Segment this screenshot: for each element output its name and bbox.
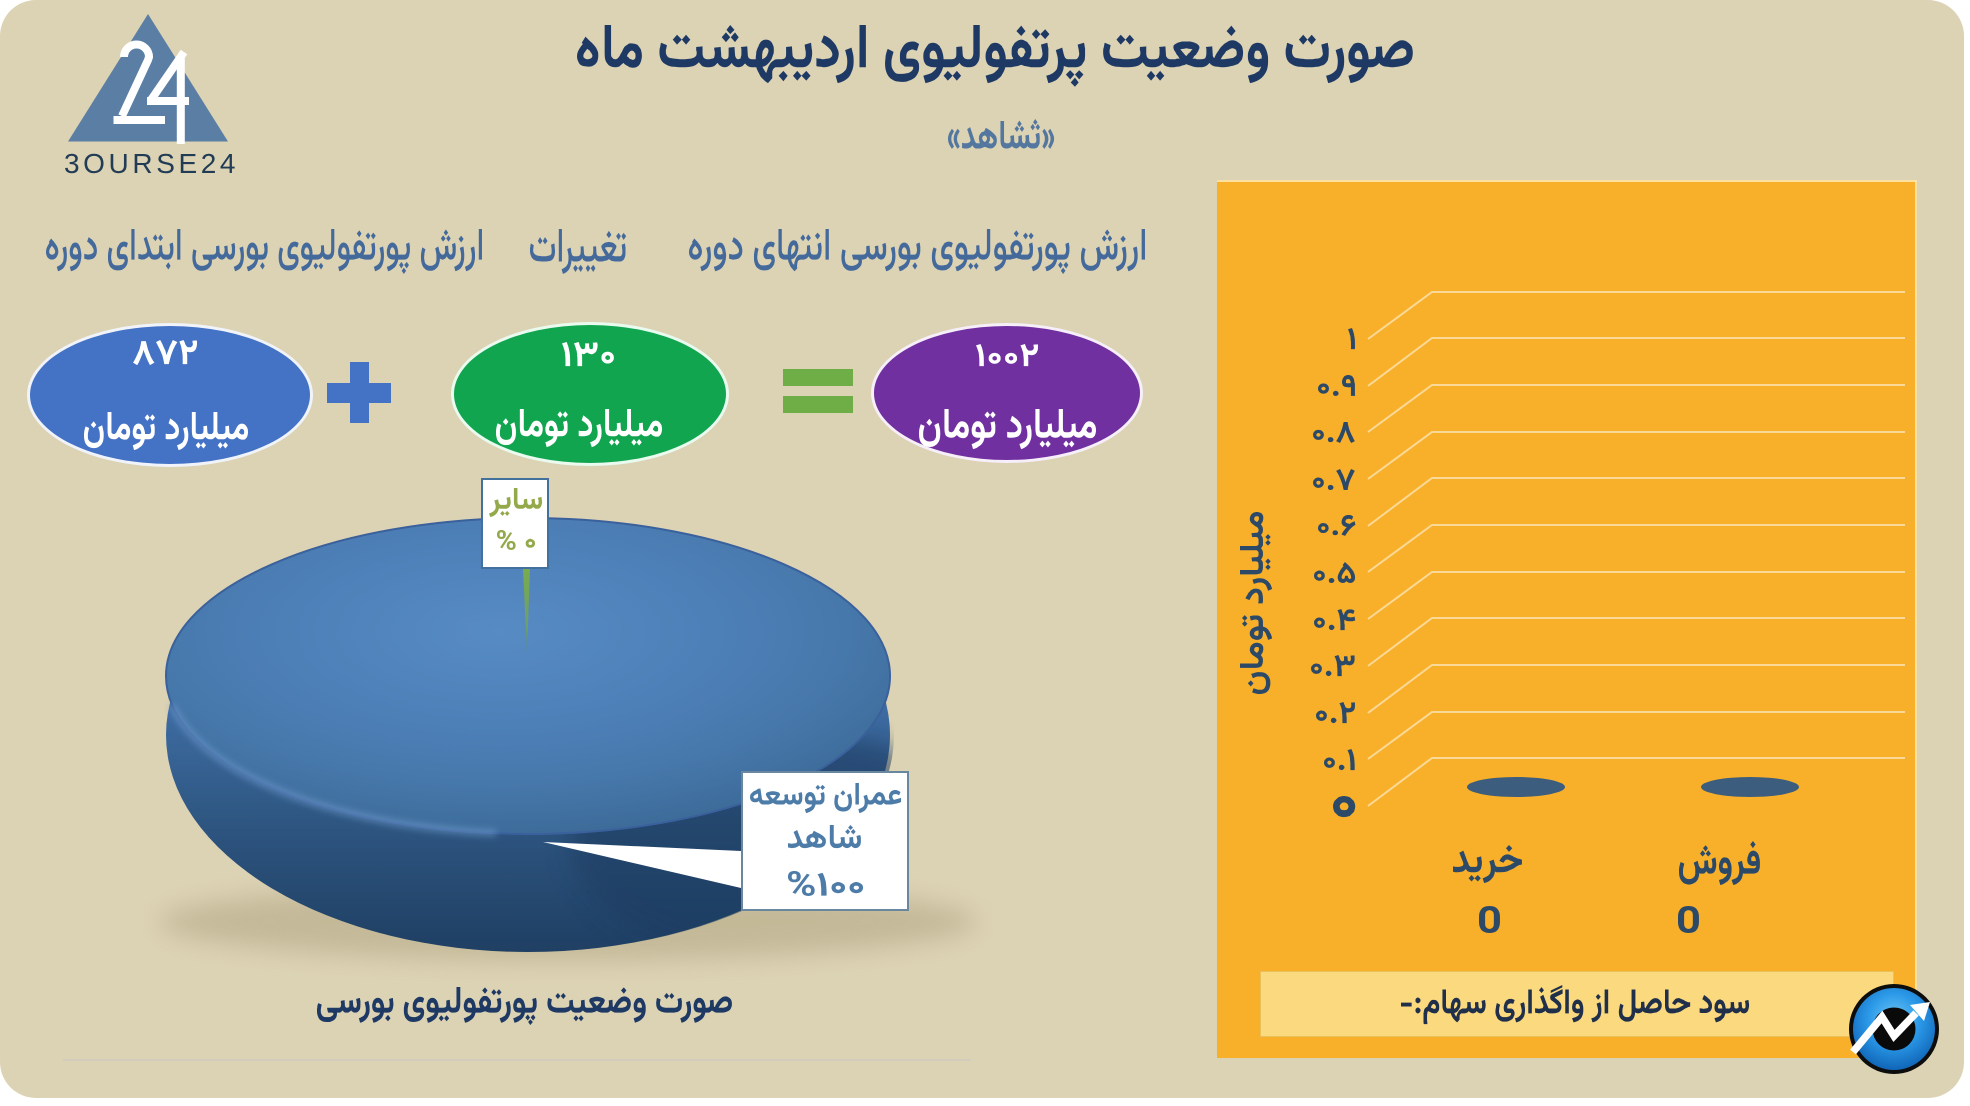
svg-text:3OURSE24: 3OURSE24: [64, 148, 239, 179]
